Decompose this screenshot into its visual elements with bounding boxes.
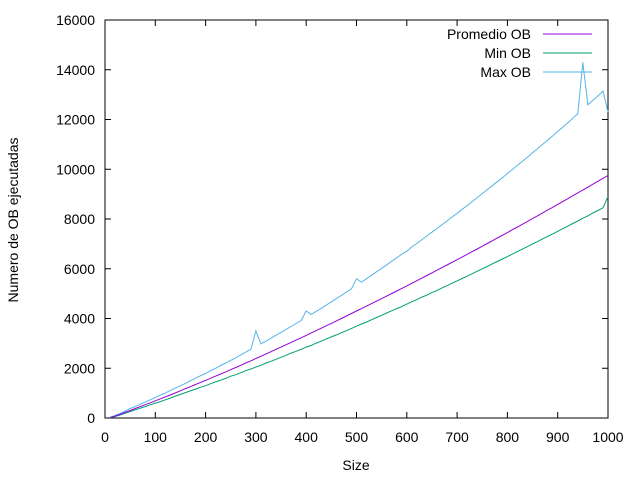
x-tick-label: 400 — [295, 429, 319, 445]
x-tick-label: 500 — [345, 429, 369, 445]
y-tick-label: 4000 — [64, 311, 95, 327]
x-tick-label: 1000 — [592, 429, 623, 445]
legend: Promedio OB Min OB Max OB — [447, 26, 592, 80]
y-tick-label: 8000 — [64, 211, 95, 227]
legend-label: Promedio OB — [447, 26, 531, 42]
x-axis-ticks: 0 100 200 300 400 500 600 700 800 900 1000 — [101, 20, 624, 445]
y-tick-label: 6000 — [64, 261, 95, 277]
x-tick-label: 100 — [144, 429, 168, 445]
series-line-max-ob — [109, 62, 609, 418]
x-tick-label: 700 — [445, 429, 469, 445]
legend-label: Min OB — [484, 45, 531, 61]
y-tick-label: 2000 — [64, 360, 95, 376]
y-tick-label: 14000 — [56, 62, 95, 78]
x-tick-label: 600 — [395, 429, 419, 445]
series-line-min-ob — [109, 196, 609, 419]
x-tick-label: 200 — [194, 429, 218, 445]
x-tick-label: 800 — [496, 429, 520, 445]
x-tick-label: 0 — [101, 429, 109, 445]
series-group — [109, 62, 609, 419]
x-tick-label: 300 — [244, 429, 268, 445]
y-tick-label: 10000 — [56, 161, 95, 177]
legend-label: Max OB — [480, 64, 531, 80]
x-tick-label: 900 — [546, 429, 570, 445]
y-tick-label: 0 — [87, 410, 95, 426]
y-tick-label: 12000 — [56, 112, 95, 128]
y-axis-label: Numero de OB ejecutadas — [5, 138, 21, 303]
x-axis-label: Size — [342, 457, 369, 473]
series-line-promedio-ob — [109, 175, 609, 418]
y-tick-label: 16000 — [56, 12, 95, 28]
y-axis-ticks: 0 2000 4000 6000 8000 10000 12000 14000 16000 — [56, 12, 608, 426]
